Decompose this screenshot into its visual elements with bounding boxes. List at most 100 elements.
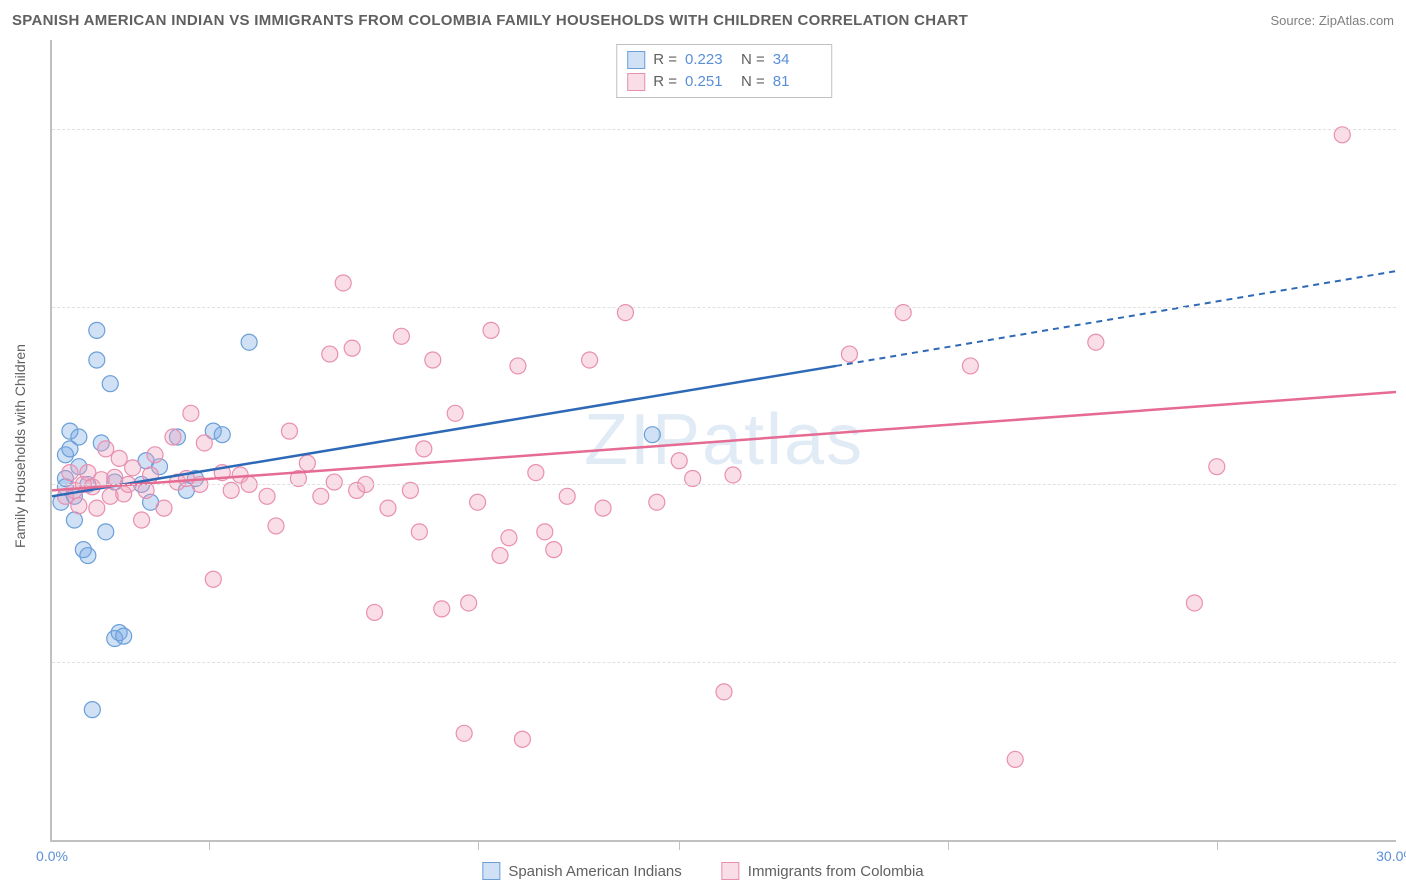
legend-series: Spanish American Indians Immigrants from … xyxy=(482,862,923,880)
scatter-point-col xyxy=(205,571,221,587)
legend-r-label: R = xyxy=(653,71,677,93)
legend-n-value: 34 xyxy=(773,49,821,71)
scatter-point-col xyxy=(1209,459,1225,475)
scatter-point-col xyxy=(156,500,172,516)
legend-series-label: Spanish American Indians xyxy=(508,863,681,880)
scatter-point-col xyxy=(1007,751,1023,767)
legend-stat-row: R = 0.223 N = 34 xyxy=(627,49,821,71)
legend-r-value: 0.251 xyxy=(685,71,733,93)
scatter-point-sai xyxy=(89,322,105,338)
scatter-point-col xyxy=(425,352,441,368)
chart-svg xyxy=(52,40,1396,840)
legend-n-label: N = xyxy=(741,71,765,93)
scatter-point-col xyxy=(335,275,351,291)
scatter-point-col xyxy=(595,500,611,516)
legend-stats: R = 0.223 N = 34 R = 0.251 N = 81 xyxy=(616,44,832,98)
scatter-point-col xyxy=(470,494,486,510)
scatter-point-col xyxy=(528,465,544,481)
scatter-point-col xyxy=(89,500,105,516)
scatter-point-col xyxy=(582,352,598,368)
scatter-point-sai xyxy=(241,334,257,350)
source-label: Source: ZipAtlas.com xyxy=(1270,13,1394,28)
scatter-point-col xyxy=(125,460,141,476)
legend-swatch xyxy=(627,51,645,69)
scatter-point-sai xyxy=(89,352,105,368)
legend-series-label: Immigrants from Colombia xyxy=(748,863,924,880)
chart-title: SPANISH AMERICAN INDIAN VS IMMIGRANTS FR… xyxy=(12,12,968,29)
gridline-h xyxy=(52,129,1396,130)
scatter-point-col xyxy=(147,447,163,463)
xtick-mark xyxy=(948,840,949,850)
regression-line-ext-sai xyxy=(836,271,1396,366)
scatter-point-sai xyxy=(71,429,87,445)
scatter-point-sai xyxy=(644,427,660,443)
scatter-point-col xyxy=(393,328,409,344)
scatter-point-col xyxy=(1088,334,1104,350)
scatter-point-col xyxy=(322,346,338,362)
xtick-mark xyxy=(1217,840,1218,850)
scatter-point-col xyxy=(62,465,78,481)
scatter-point-sai xyxy=(116,628,132,644)
xtick-mark xyxy=(478,840,479,850)
scatter-point-sai xyxy=(84,702,100,718)
scatter-point-sai xyxy=(80,548,96,564)
legend-stat-row: R = 0.251 N = 81 xyxy=(627,71,821,93)
scatter-point-sai xyxy=(98,524,114,540)
scatter-point-col xyxy=(841,346,857,362)
legend-swatch xyxy=(482,862,500,880)
scatter-point-col xyxy=(313,488,329,504)
scatter-point-col xyxy=(268,518,284,534)
scatter-point-col xyxy=(461,595,477,611)
scatter-point-sai xyxy=(66,512,82,528)
legend-series-item: Immigrants from Colombia xyxy=(722,862,924,880)
scatter-point-sai xyxy=(102,376,118,392)
plot-area: ZIPatlas R =0.223N =34R =0.251N =81 15.0… xyxy=(50,40,1396,842)
xtick-label: 30.0% xyxy=(1376,848,1406,864)
gridline-h xyxy=(52,307,1396,308)
scatter-point-col xyxy=(456,725,472,741)
gridline-h xyxy=(52,662,1396,663)
scatter-point-col xyxy=(514,731,530,747)
scatter-point-col xyxy=(447,405,463,421)
scatter-point-col xyxy=(483,322,499,338)
xtick-mark xyxy=(209,840,210,850)
legend-r-label: R = xyxy=(653,49,677,71)
legend-r-value: 0.223 xyxy=(685,49,733,71)
scatter-point-col xyxy=(367,604,383,620)
y-axis-label: Family Households with Children xyxy=(12,344,28,548)
scatter-point-col xyxy=(416,441,432,457)
scatter-point-col xyxy=(671,453,687,469)
scatter-point-col xyxy=(716,684,732,700)
legend-n-label: N = xyxy=(741,49,765,71)
scatter-point-col xyxy=(559,488,575,504)
scatter-point-col xyxy=(725,467,741,483)
scatter-point-col xyxy=(134,512,150,528)
scatter-point-col xyxy=(411,524,427,540)
scatter-point-col xyxy=(299,455,315,471)
scatter-point-col xyxy=(380,500,396,516)
scatter-point-col xyxy=(501,530,517,546)
scatter-point-sai xyxy=(214,427,230,443)
scatter-point-col xyxy=(492,548,508,564)
scatter-point-col xyxy=(537,524,553,540)
legend-swatch xyxy=(627,73,645,91)
scatter-point-col xyxy=(649,494,665,510)
scatter-point-col xyxy=(183,405,199,421)
legend-n-value: 81 xyxy=(773,71,821,93)
scatter-point-col xyxy=(98,441,114,457)
scatter-point-col xyxy=(196,435,212,451)
scatter-point-col xyxy=(510,358,526,374)
regression-line-col xyxy=(52,392,1396,490)
scatter-point-col xyxy=(344,340,360,356)
gridline-h xyxy=(52,484,1396,485)
scatter-point-col xyxy=(281,423,297,439)
scatter-point-col xyxy=(165,429,181,445)
scatter-point-col xyxy=(111,450,127,466)
legend-series-item: Spanish American Indians xyxy=(482,862,681,880)
scatter-point-col xyxy=(546,542,562,558)
xtick-mark xyxy=(679,840,680,850)
legend-swatch xyxy=(722,862,740,880)
scatter-point-col xyxy=(326,474,342,490)
scatter-point-col xyxy=(71,498,87,514)
scatter-point-col xyxy=(1186,595,1202,611)
